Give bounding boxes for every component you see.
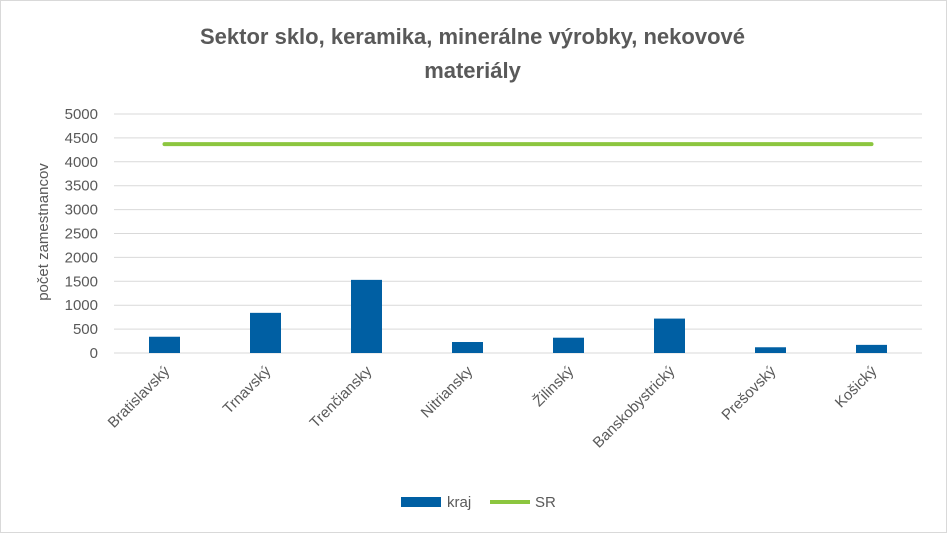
y-tick-label: 1000 (65, 297, 98, 314)
y-tick-label: 5000 (65, 106, 98, 123)
bar-kraj (755, 347, 786, 353)
bar-kraj (654, 318, 685, 353)
y-tick-label: 0 (90, 345, 98, 362)
y-tick-labels: 0 500 1000 1500 2000 2500 3000 3500 4000 4500 5000 (65, 106, 98, 362)
chart-title-line-2: materiály (424, 58, 521, 83)
y-tick-label: 1500 (65, 273, 98, 290)
bar-series-kraj (149, 279, 887, 353)
x-tick-labels: Bratislavský Trnavský Trenčiansky Nitriansk… (105, 362, 881, 451)
x-tick-label: Nitriansky (418, 362, 477, 421)
x-tick-label: Bratislavský (105, 362, 174, 431)
y-tick-label: 2000 (65, 249, 98, 266)
y-tick-label: 3000 (65, 202, 98, 219)
x-tick-label: Košický (832, 362, 881, 411)
legend-label-sr: SR (535, 494, 556, 511)
bar-kraj (856, 344, 887, 353)
chart-title-line-1: Sektor sklo, keramika, minerálne výrobky… (200, 24, 745, 49)
y-tick-label: 3500 (65, 178, 98, 195)
y-tick-label: 500 (73, 321, 98, 338)
y-tick-label: 4000 (65, 154, 98, 171)
bar-kraj (351, 279, 382, 353)
legend-swatch-kraj (401, 497, 441, 507)
y-tick-label: 4500 (65, 130, 98, 147)
y-tick-label: 2500 (65, 226, 98, 243)
bar-kraj (250, 312, 281, 353)
gridlines (114, 113, 922, 354)
chart-title: Sektor sklo, keramika, minerálne výrobky… (0, 20, 945, 88)
bar-kraj (452, 342, 483, 353)
bar-kraj (553, 337, 584, 353)
legend: kraj SR (401, 494, 556, 511)
x-tick-label: Banskobystrický (590, 362, 679, 451)
x-tick-label: Prešovský (718, 362, 779, 423)
x-tick-label: Trenčiansky (307, 362, 376, 431)
x-tick-label: Trnavský (220, 362, 275, 417)
y-axis-label: počet zamestnancov (35, 163, 52, 301)
legend-label-kraj: kraj (447, 494, 471, 511)
bar-kraj (149, 336, 180, 353)
x-tick-label: Žilinský (530, 362, 578, 410)
